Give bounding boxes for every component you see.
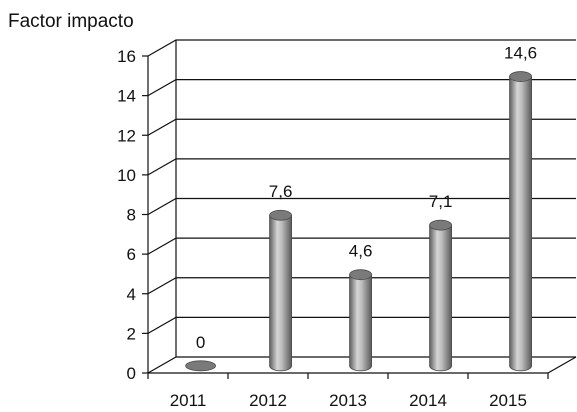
x-tick-label: 2013 xyxy=(329,391,367,410)
y-tick-label: 4 xyxy=(127,285,136,304)
x-tick-label: 2012 xyxy=(249,391,287,410)
x-tick-label: 2014 xyxy=(409,391,447,410)
data-label: 4,6 xyxy=(349,242,373,261)
bar xyxy=(269,209,293,372)
bar xyxy=(429,219,453,372)
data-labels: 0 7,6 4,6 7,1 14,6 xyxy=(196,44,537,352)
x-tick-label: 2015 xyxy=(489,391,527,410)
axes xyxy=(142,40,577,379)
y-tick-label: 14 xyxy=(117,87,136,106)
x-tick-labels: 2011 2012 2013 2014 2015 xyxy=(170,391,527,410)
data-label: 0 xyxy=(196,333,205,352)
data-label: 7,1 xyxy=(429,192,453,211)
y-tick-labels: 0 2 4 6 8 10 12 14 16 xyxy=(117,47,136,383)
bar xyxy=(185,360,217,372)
y-tick-label: 2 xyxy=(127,324,136,343)
bars xyxy=(185,71,532,372)
y-tick-label: 16 xyxy=(117,47,136,66)
y-tick-label: 0 xyxy=(127,364,136,383)
floor-right-edge xyxy=(547,356,577,374)
data-label: 7,6 xyxy=(269,182,293,201)
y-tick-label: 10 xyxy=(117,166,136,185)
bar xyxy=(509,71,532,372)
y-tick-label: 8 xyxy=(127,206,136,225)
x-tick-label: 2011 xyxy=(170,391,207,410)
bar xyxy=(349,269,373,372)
y-tick-label: 6 xyxy=(127,245,136,264)
y-axis-label: Factor impacto xyxy=(8,11,134,32)
y-tick-label: 12 xyxy=(117,126,136,145)
data-label: 14,6 xyxy=(504,44,537,63)
